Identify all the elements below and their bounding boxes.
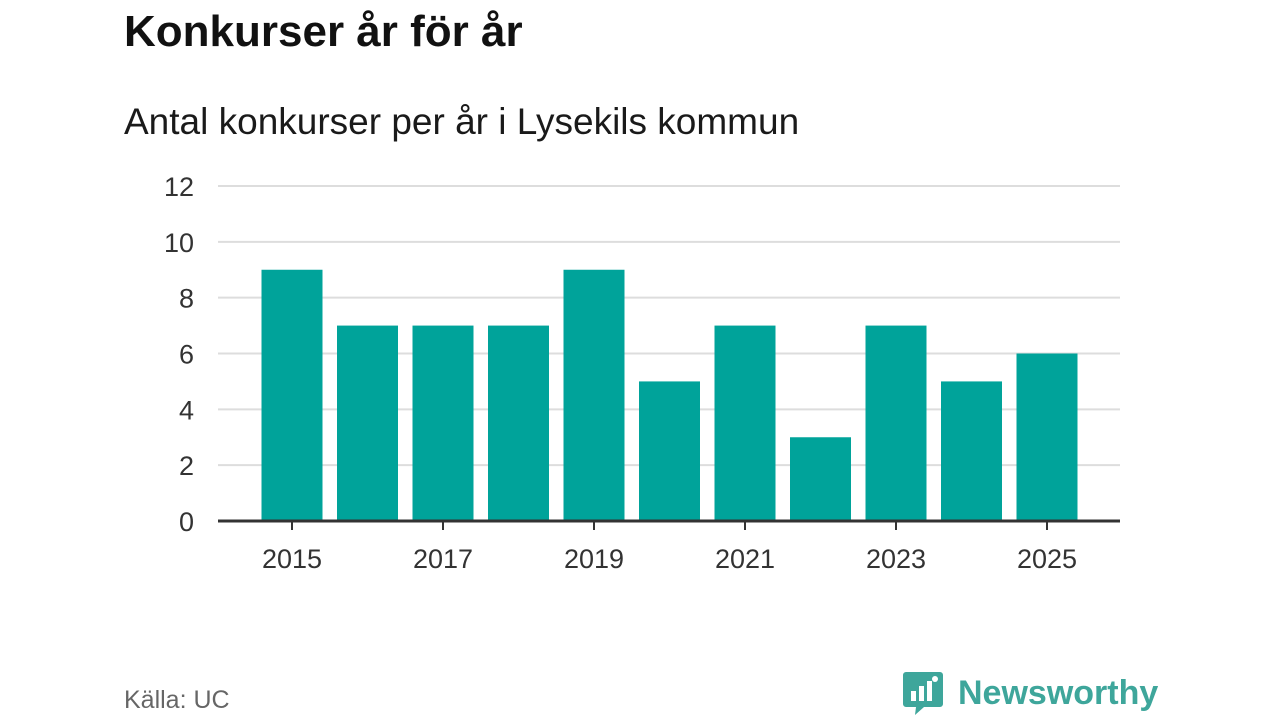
bar-2019 <box>563 269 625 521</box>
bar-2018 <box>488 325 549 521</box>
bar-2020 <box>639 381 700 521</box>
brand-name: Newsworthy <box>958 673 1159 712</box>
bar-2016 <box>337 325 398 521</box>
bar-chart-icon <box>903 672 943 715</box>
chart-subtitle: Antal konkurser per år i Lysekils kommun <box>124 101 800 142</box>
bar-2015 <box>261 269 323 521</box>
bar-2021 <box>714 325 776 521</box>
y-tick-label: 2 <box>179 451 194 481</box>
x-tick-label: 2019 <box>564 544 624 574</box>
y-tick-label: 12 <box>164 172 194 202</box>
bar-2023 <box>865 325 927 521</box>
bar-2017 <box>412 325 474 521</box>
brand-logo: Newsworthy <box>902 670 1158 716</box>
x-tick-label: 2021 <box>715 544 775 574</box>
x-tick-label: 2017 <box>413 544 473 574</box>
y-tick-label: 8 <box>179 284 194 314</box>
y-tick-label: 0 <box>179 507 194 537</box>
y-tick-label: 4 <box>179 395 194 425</box>
source-note: Källa: UC <box>124 686 230 714</box>
axes: 2015 2017 2019 2021 2023 2025 <box>218 519 1120 574</box>
x-tick-label: 2025 <box>1017 544 1077 574</box>
chart-title: Konkurser år för år <box>124 7 523 56</box>
x-tick-label: 2023 <box>866 544 926 574</box>
bar-2025 <box>1016 353 1078 521</box>
y-tick-label: 6 <box>179 340 194 370</box>
bar-2022 <box>790 437 851 521</box>
bars <box>261 269 1078 521</box>
bar-chart: 0 2 4 6 8 10 12 2015 2017 2019 2021 2023 2025 <box>164 172 1120 574</box>
bar-2024 <box>941 381 1002 521</box>
y-tick-label: 10 <box>164 228 194 258</box>
x-tick-label: 2015 <box>262 544 322 574</box>
